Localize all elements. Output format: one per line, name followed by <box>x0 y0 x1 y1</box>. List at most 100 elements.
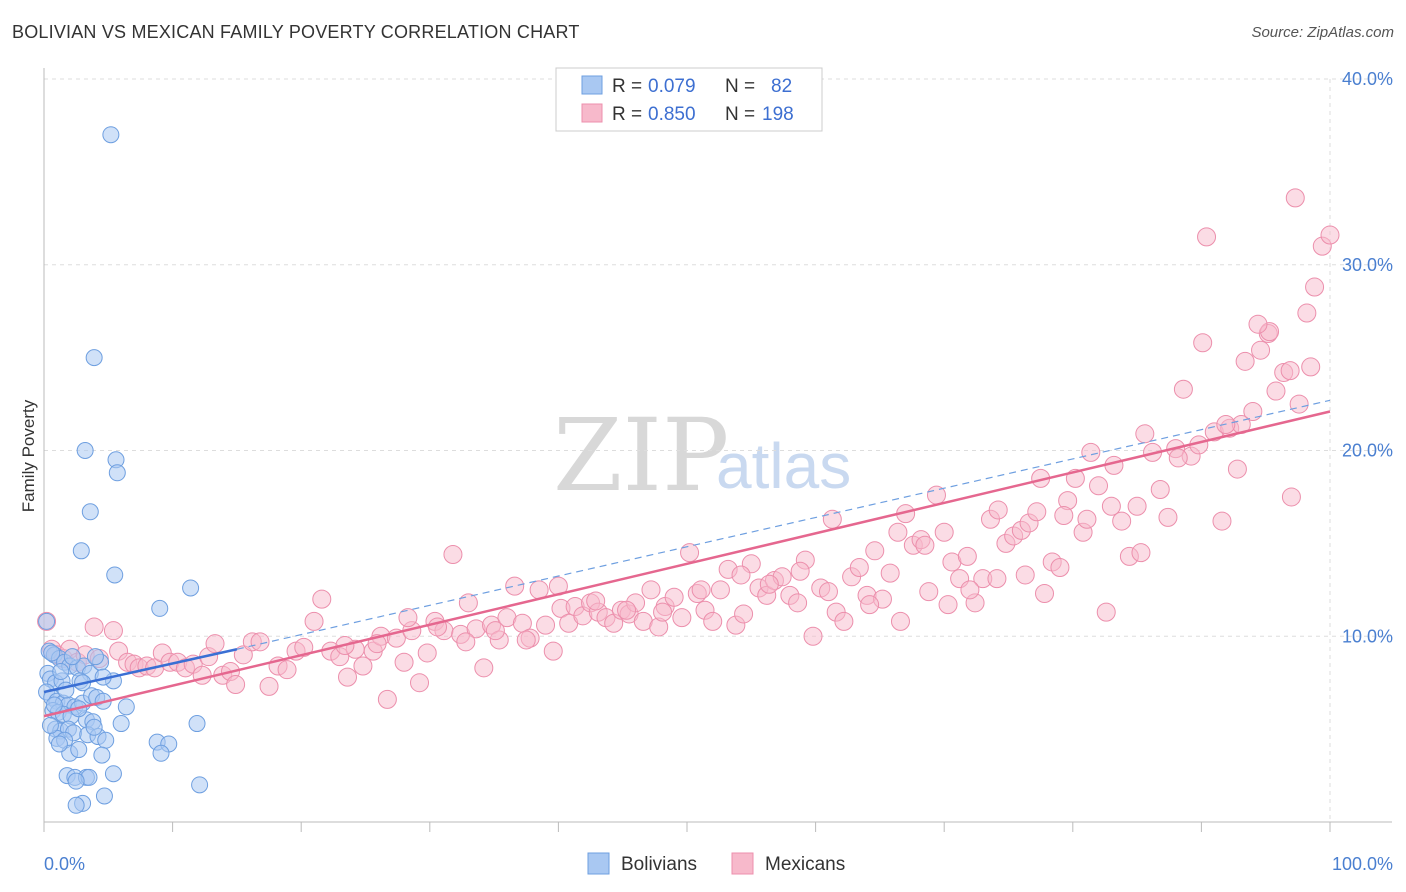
mexicans-point <box>485 621 505 641</box>
legend-r-value-mexicans: 0.850 <box>648 104 696 125</box>
bolivians-point <box>102 126 120 144</box>
mexicans-point <box>443 545 463 565</box>
mexicans-point <box>377 689 397 709</box>
mexicans-point <box>710 580 730 600</box>
bolivians-trend-dashed <box>236 399 1331 650</box>
mexicans-point <box>474 658 494 678</box>
mexicans-point <box>1112 511 1132 531</box>
mexicans-point <box>1243 401 1263 421</box>
mexicans-point <box>84 617 104 637</box>
bolivians-point <box>81 503 99 521</box>
legend-r-label-bolivians: R = <box>612 76 642 97</box>
mexicans-point <box>417 643 437 663</box>
legend-top: R = 0.079 N = 82 R = 0.850 N = 198 <box>555 67 823 132</box>
mexicans-point <box>1077 509 1097 529</box>
mexicans-point <box>536 615 556 635</box>
mexicans-point <box>1015 565 1035 585</box>
mexicans-point <box>1173 379 1193 399</box>
bolivians-point <box>191 776 209 794</box>
mexicans-point <box>653 602 673 622</box>
mexicans-point <box>1081 442 1101 462</box>
legend-n-value-bolivians: 82 <box>771 76 792 97</box>
mexicans-point <box>790 561 810 581</box>
mexicans-point <box>1027 502 1047 522</box>
mexicans-point <box>1096 602 1116 622</box>
mexicans-point <box>788 593 808 613</box>
mexicans-point <box>353 656 373 676</box>
bolivians-point <box>41 716 59 734</box>
mexicans-point <box>543 641 563 661</box>
bolivians-point <box>76 442 94 459</box>
mexicans-point <box>691 580 711 600</box>
y-tick-label: 10.0% <box>1342 626 1393 646</box>
bolivians-point <box>57 681 75 699</box>
mexicans-point <box>987 569 1007 589</box>
mexicans-point <box>1131 543 1151 563</box>
bolivians-point <box>63 648 81 666</box>
y-tick-label: 40.0% <box>1342 69 1393 89</box>
legend-bottom-label-bolivians: Bolivians <box>621 854 697 875</box>
mexicans-point <box>277 660 297 680</box>
mexicans-point <box>919 582 939 602</box>
mexicans-point <box>934 522 954 542</box>
legend-n-value-mexicans: 198 <box>762 104 794 125</box>
mexicans-point <box>957 546 977 566</box>
watermark-atlas: atlas <box>716 430 851 502</box>
mexicans-point <box>1150 480 1170 500</box>
mexicans-point <box>1089 476 1109 496</box>
bolivians-point <box>95 787 113 805</box>
bolivians-point <box>188 715 206 733</box>
mexicans-point <box>1285 188 1305 208</box>
mexicans-point <box>1054 506 1074 526</box>
mexicans-point <box>1050 558 1070 578</box>
mexicans-point <box>849 558 869 578</box>
mexicans-point <box>818 582 838 602</box>
mexicans-point <box>1035 584 1055 604</box>
mexicans-point <box>1227 459 1247 479</box>
mexicans-point <box>1248 314 1268 334</box>
mexicans-point <box>734 604 754 624</box>
mexicans-point <box>680 543 700 563</box>
x-tick-label: 100.0% <box>1332 854 1393 874</box>
bolivians-trend-line <box>43 648 238 694</box>
mexicans-point <box>456 632 476 652</box>
mexicans-point <box>641 580 661 600</box>
mexicans-point <box>960 580 980 600</box>
mexicans-point <box>516 630 536 650</box>
bolivians-point <box>151 599 169 617</box>
x-tick-labels: 0.0% 100.0% <box>44 854 1393 874</box>
mexicans-point <box>860 595 880 615</box>
mexicans-point <box>103 621 123 641</box>
watermark-zip: ZIP <box>553 397 729 514</box>
mexicans-point <box>988 500 1008 520</box>
mexicans-point <box>617 600 637 620</box>
y-tick-label: 30.0% <box>1342 255 1393 275</box>
bolivians-point <box>70 741 88 759</box>
y-tick-labels: 10.0% 20.0% 30.0% 40.0% <box>1342 69 1393 646</box>
bolivians-point <box>112 715 130 733</box>
mexicans-point <box>410 673 430 693</box>
mexicans-point <box>1197 227 1217 247</box>
mexicans-point <box>1320 225 1340 245</box>
mexicans-point <box>1101 496 1121 516</box>
mexicans-point <box>822 509 842 529</box>
bolivians-point <box>104 765 122 783</box>
bolivians-point <box>93 746 111 764</box>
mexicans-trend-line <box>43 410 1331 718</box>
mexicans-point <box>731 565 751 585</box>
bolivians-point <box>106 566 124 584</box>
mexicans-point <box>233 645 253 665</box>
legend-bottom-swatch-mexicans <box>731 852 754 875</box>
bolivians-point <box>182 579 200 597</box>
x-tick-label: 0.0% <box>44 854 85 874</box>
mexicans-point <box>1289 394 1309 414</box>
mexicans-point <box>394 652 414 672</box>
legend-bottom-label-mexicans: Mexicans <box>765 854 845 875</box>
mexicans-point <box>1266 381 1286 401</box>
bolivians-point <box>152 744 170 762</box>
mexicans-point <box>250 632 270 652</box>
mexicans-point <box>226 675 246 695</box>
mexicans-point <box>1127 496 1147 516</box>
legend-r-value-bolivians: 0.079 <box>648 76 696 97</box>
